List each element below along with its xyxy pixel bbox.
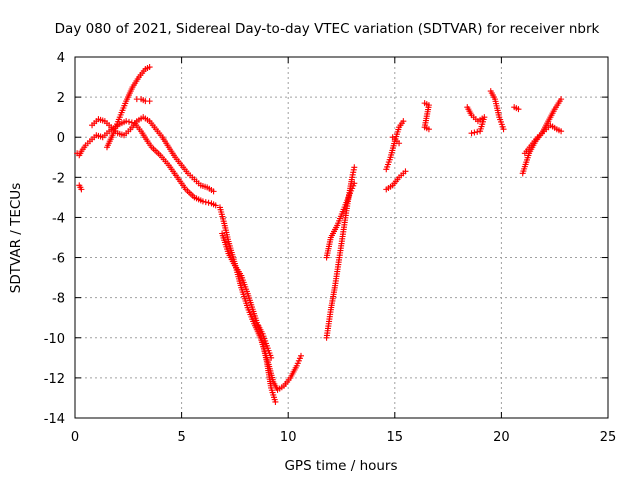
data-point-marker xyxy=(123,118,130,125)
series-track-s xyxy=(521,122,565,157)
x-tick-label: 0 xyxy=(71,430,79,445)
series-track-d xyxy=(133,96,153,105)
series-track-b xyxy=(89,114,217,195)
y-tick-label: 2 xyxy=(57,91,65,106)
series-track-k xyxy=(383,118,407,173)
data-point-marker xyxy=(477,128,484,135)
data-point-marker xyxy=(558,96,565,103)
data-point-marker xyxy=(272,398,279,405)
data-point-marker xyxy=(78,186,85,193)
data-point-marker xyxy=(425,126,432,133)
axis-ticks xyxy=(74,56,609,419)
grid xyxy=(75,57,608,418)
y-tick-label: 4 xyxy=(57,51,65,66)
data-point-marker xyxy=(351,180,358,187)
series-track-c xyxy=(103,64,153,151)
series-track-a xyxy=(74,118,219,209)
series-track-i xyxy=(323,164,358,341)
data-point-marker xyxy=(558,128,565,135)
y-tick-label: -14 xyxy=(44,412,65,427)
data-point-marker xyxy=(515,106,522,113)
series-track-o xyxy=(464,104,488,137)
y-axis-label: SDTVAR / TECUs xyxy=(8,183,24,293)
series-track-p xyxy=(487,88,507,133)
y-tick-label: 0 xyxy=(57,131,65,146)
data-point-marker xyxy=(205,199,212,206)
x-tick-label: 20 xyxy=(493,430,510,445)
y-tick-label: -8 xyxy=(52,292,65,307)
data-point-marker xyxy=(400,118,407,125)
data-point-marker xyxy=(146,64,153,71)
data-point-marker xyxy=(351,164,358,171)
data-point-marker xyxy=(210,188,217,195)
x-tick-label: 10 xyxy=(280,430,297,445)
x-tick-label: 5 xyxy=(177,430,185,445)
data-point-marker xyxy=(474,128,481,135)
series-track-m xyxy=(389,134,403,147)
data-point-marker xyxy=(146,98,153,105)
series-track-n xyxy=(421,100,432,133)
series-track-j xyxy=(323,180,358,261)
y-tick-label: -10 xyxy=(44,332,65,347)
data-point-marker xyxy=(468,130,475,137)
data-point-marker xyxy=(202,199,209,206)
data-point-marker xyxy=(396,140,403,147)
y-tick-label: -12 xyxy=(44,372,65,387)
series-track-f xyxy=(216,204,304,393)
data-point-marker xyxy=(126,118,133,125)
x-tick-label: 15 xyxy=(387,430,404,445)
series-track-e xyxy=(76,182,85,193)
data-point-marker xyxy=(199,198,206,205)
data-point-marker xyxy=(402,168,409,175)
data-point-marker xyxy=(268,354,275,361)
series-track-q xyxy=(511,104,522,113)
series-track-l xyxy=(383,168,409,193)
data-point-marker xyxy=(212,202,219,209)
plot-frame xyxy=(74,56,609,419)
data-markers xyxy=(74,64,565,405)
y-tick-label: -6 xyxy=(52,252,65,267)
y-tick-label: -4 xyxy=(52,211,65,226)
y-tick-label: -2 xyxy=(52,171,65,186)
data-point-marker xyxy=(500,126,507,133)
series-track-g xyxy=(219,230,279,405)
chart-title: Day 080 of 2021, Sidereal Day-to-day VTE… xyxy=(55,21,600,37)
x-axis-label: GPS time / hours xyxy=(284,458,397,474)
data-point-marker xyxy=(471,129,478,136)
data-point-marker xyxy=(297,352,304,359)
series-track-h xyxy=(255,322,275,361)
x-tick-label: 25 xyxy=(600,430,617,445)
series-track-r xyxy=(519,96,565,177)
